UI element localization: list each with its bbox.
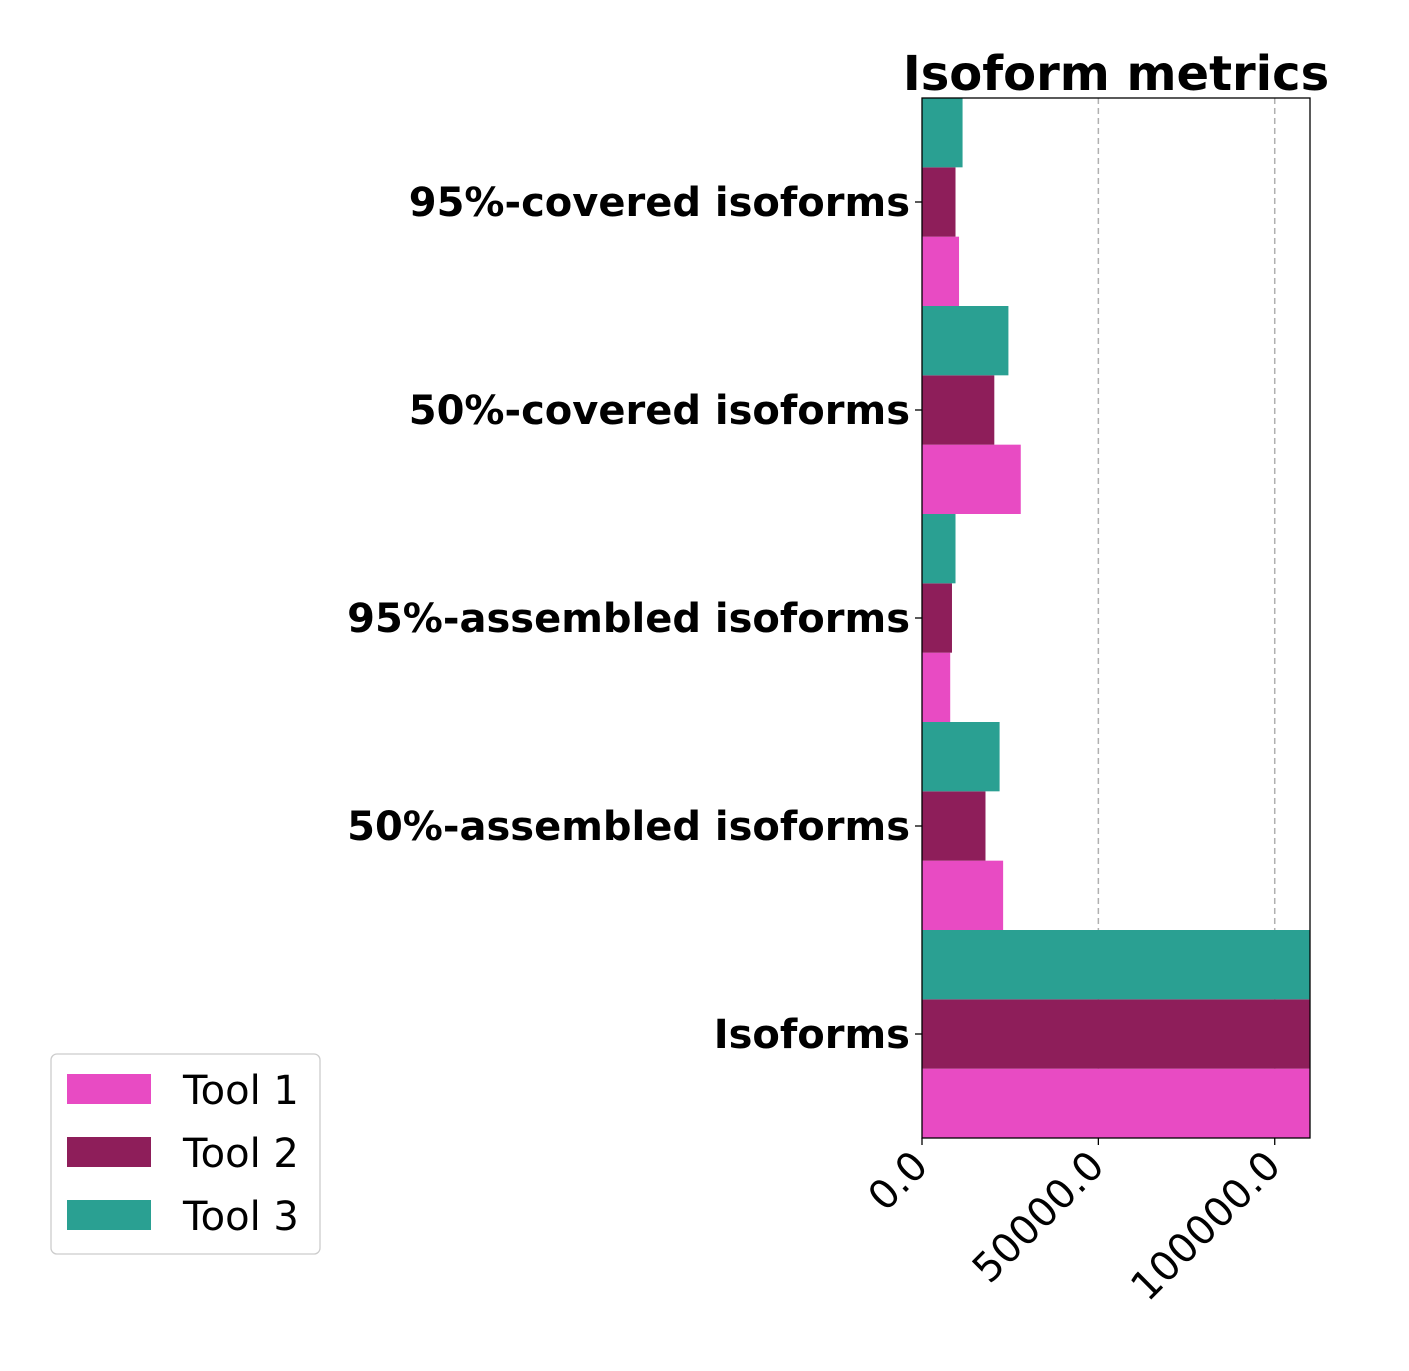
bar: [922, 1068, 1310, 1138]
legend: Tool 1 Tool 2 Tool 3: [50, 1053, 321, 1255]
bar: [922, 375, 995, 445]
bar: [922, 444, 1021, 514]
bar: [922, 306, 1009, 376]
legend-label: Tool 3: [182, 1194, 299, 1240]
bar: [922, 583, 952, 653]
bar: [922, 514, 956, 584]
bars: [922, 98, 1310, 1138]
bar: [922, 722, 1000, 792]
chart-title: Isoform metrics: [903, 46, 1329, 102]
x-axis: 0.0 50000.0 100000.0: [860, 1138, 1290, 1310]
legend-label: Tool 1: [182, 1068, 299, 1114]
bar: [922, 999, 1310, 1069]
y-tick-label: Isoforms: [714, 1012, 910, 1058]
bar: [922, 98, 963, 168]
bar: [922, 860, 1004, 930]
bar: [922, 236, 960, 306]
bar: [922, 167, 956, 237]
legend-swatch: [67, 1074, 151, 1104]
bar: [922, 791, 986, 861]
legend-swatch: [67, 1137, 151, 1167]
bar: [922, 930, 1310, 1000]
bar: [922, 652, 951, 722]
x-tick-label: 0.0: [860, 1143, 938, 1221]
y-tick-label: 95%-covered isoforms: [409, 180, 910, 226]
gridlines: [1097, 98, 1276, 1138]
x-tick-label: 50000.0: [964, 1143, 1113, 1292]
y-axis: Isoforms 50%-assembled isoforms 95%-assemb…: [347, 180, 922, 1058]
y-tick-label: 50%-covered isoforms: [409, 388, 910, 434]
legend-swatch: [67, 1200, 151, 1230]
y-tick-label: 95%-assembled isoforms: [347, 596, 910, 642]
y-tick-label: 50%-assembled isoforms: [347, 804, 910, 850]
x-tick-label: 100000.0: [1122, 1143, 1289, 1310]
legend-label: Tool 2: [182, 1131, 299, 1177]
